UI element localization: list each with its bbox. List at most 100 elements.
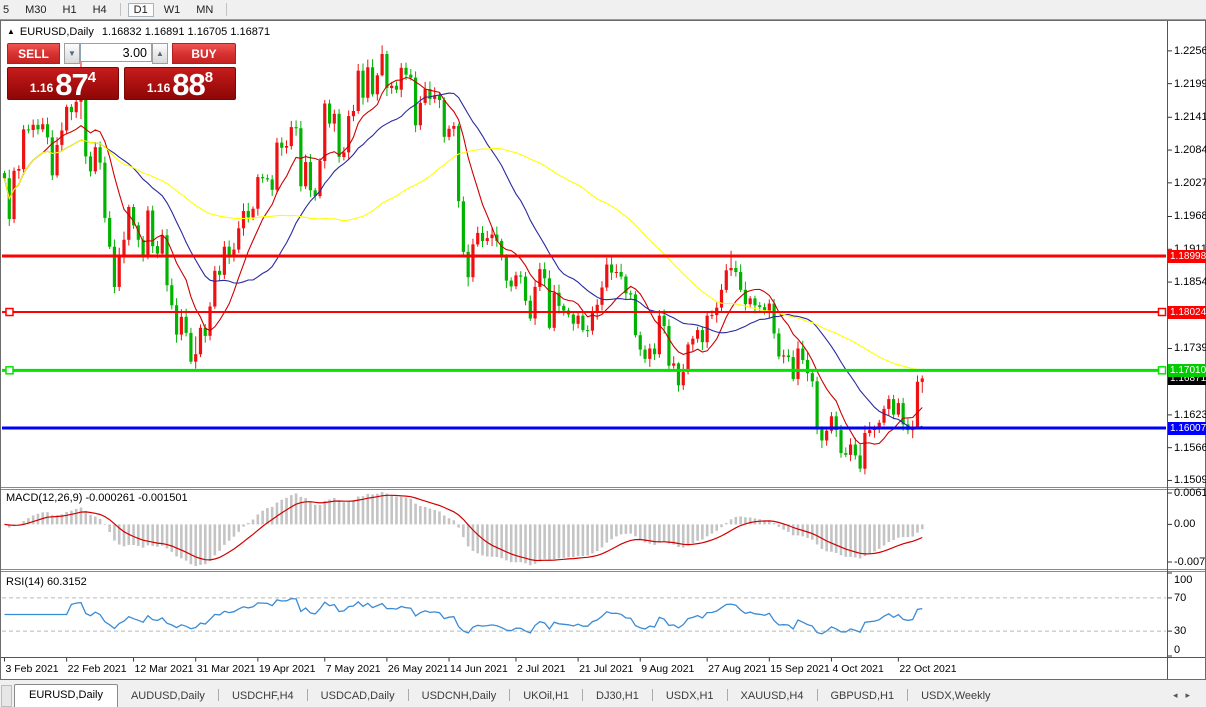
price-axis-label: 1.16235 [1174,408,1206,421]
tab-ukoil-h1[interactable]: UKOil,H1 [523,690,570,702]
timeframe-button-h4[interactable]: H4 [92,3,107,16]
timeframe-toolbar: 5 M30 H1 H4 D1 W1 MN [0,0,1206,20]
timeframe-button-w1[interactable]: W1 [163,3,181,16]
date-axis-label: 7 May 2021 [325,663,381,675]
tab-xauusd-h4[interactable]: XAUUSD,H4 [740,690,804,702]
chevron-down-icon: ▼ [68,49,76,58]
rsi-axis-label: 100 [1174,574,1193,586]
volume-increase-button[interactable]: ▲ [152,43,168,64]
hline-handle[interactable] [5,366,14,375]
sell-price-pips: 87 [55,67,88,102]
date-axis-label: 22 Feb 2021 [67,663,127,675]
date-axis-label: 2 Jul 2021 [516,663,566,675]
chevron-up-icon: ▲ [156,49,164,58]
tab-audusd-daily[interactable]: AUDUSD,Daily [130,690,205,702]
chart-tabs: EURUSD,Daily AUDUSD,Daily USDCHF,H4 USDCAD,… [14,681,1004,707]
tab-usdcad-daily[interactable]: USDCAD,Daily [320,690,395,702]
buy-price-big-figure: 1.16 [146,81,171,95]
price-axis-label: 1.20270 [1174,176,1206,189]
date-axis-label: 27 Aug 2021 [708,663,768,675]
hline-handle[interactable] [1157,307,1167,317]
candlesticks [2,45,924,475]
tabbar-splitter[interactable] [1,685,12,707]
sell-button[interactable]: SELL [7,43,60,64]
timeframe-button-mn[interactable]: MN [196,3,214,16]
tab-separator [816,689,818,701]
volume-decrease-button[interactable]: ▼ [64,43,80,64]
tab-separator [509,689,511,701]
date-axis-label: 4 Oct 2021 [832,663,884,675]
price-line-label-green: 1.17010 [1168,363,1206,377]
hline-handle[interactable] [1157,366,1167,375]
macd-axis-label: 0.00 [1174,518,1196,531]
date-axis-label: 22 Oct 2021 [899,663,957,675]
buy-button[interactable]: BUY [172,43,236,64]
macd-histogram [7,492,924,566]
buy-price-pips: 88 [172,67,205,102]
tab-separator [907,689,909,701]
timeframe-button-m30[interactable]: M30 [25,3,47,16]
timeframe-button-5[interactable]: 5 [3,3,10,16]
tab-separator [306,689,308,701]
price-axis-label: 1.21410 [1174,111,1206,124]
price-axis-label: 1.18545 [1174,276,1206,289]
tab-separator [726,689,728,701]
tab-eurusd-daily[interactable]: EURUSD,Daily [14,684,118,707]
trade-prices-row: 1.16 87 4 1.16 88 8 [7,67,239,100]
sell-price-big-figure: 1.16 [29,81,54,95]
date-axis-label: 19 Apr 2021 [258,663,316,675]
chart-title: ▲ EURUSD,Daily 1.16832 1.16891 1.16705 1.1… [7,26,270,38]
tab-usdcnh-daily[interactable]: USDCNH,Daily [421,690,497,702]
rsi-axis-label: 0 [1174,644,1181,656]
price-axis-label: 1.17390 [1174,342,1206,355]
price-axis-label: 1.15095 [1174,474,1206,487]
sell-price-point: 4 [87,69,97,86]
collapse-chart-icon[interactable]: ▲ [7,27,15,36]
tab-separator [217,689,219,701]
chart-tab-bar: EURUSD,Daily AUDUSD,Daily USDCHF,H4 USDCAD,… [0,681,1206,707]
date-axis-label: 3 Feb 2021 [5,663,59,675]
rsi-line [4,597,923,635]
rsi-axis-label: 30 [1174,625,1187,638]
date-axis-label: 14 Jun 2021 [450,663,508,675]
toolbar-separator [119,3,121,16]
buy-price-panel[interactable]: 1.16 88 8 [124,67,236,100]
date-axis-label: 26 May 2021 [387,663,449,675]
price-line-label-red: 1.18998 [1168,249,1206,263]
price-axis-label: 1.22565 [1174,44,1206,57]
timeframe-button-d1[interactable]: D1 [127,2,154,17]
rsi-axis-label: 70 [1174,591,1187,604]
price-axis-label: 1.20840 [1174,144,1206,157]
tab-usdchf-h4[interactable]: USDCHF,H4 [231,690,294,702]
sell-price-panel[interactable]: 1.16 87 4 [7,67,119,100]
date-axis-label: 15 Sep 2021 [770,663,830,675]
price-line-label-blue: 1.16007 [1168,421,1206,435]
tab-usdx-h1[interactable]: USDX,H1 [665,690,714,702]
price-axis-label: 1.19685 [1174,210,1206,223]
macd-signal-line [4,494,923,562]
trade-controls-row: SELL ▼ ▲ BUY [7,43,239,64]
toolbar-separator [226,3,228,16]
tab-dj30-h1[interactable]: DJ30,H1 [596,690,639,702]
tab-usdx-weekly[interactable]: USDX,Weekly [921,690,991,702]
ma-fast-line [3,76,923,445]
tabs-scroll-right-icon[interactable]: ▸ [1185,690,1198,700]
macd-indicator-label: MACD(12,26,9) -0.000261 -0.001501 [6,492,188,504]
price-axis-label: 1.21995 [1174,77,1206,90]
price-line-label-red: 1.18024 [1168,305,1206,319]
macd-axis-label: -0.00762 [1174,556,1206,568]
chart-symbol-label: EURUSD,Daily [19,26,94,38]
rsi-indicator-label: RSI(14) 60.3152 [6,576,87,588]
timeframe-button-h1[interactable]: H1 [62,3,77,16]
volume-input[interactable] [80,43,152,62]
date-axis-label: 31 Mar 2021 [196,663,256,675]
price-axis-label: 1.15665 [1174,441,1206,454]
buy-price-point: 8 [204,69,214,86]
tab-gbpusd-h1[interactable]: GBPUSD,H1 [830,690,895,702]
date-axis-label: 12 Mar 2021 [134,663,194,675]
date-axis-label: 21 Jul 2021 [579,663,634,675]
tabs-scroll-left-icon[interactable]: ◂ [1172,690,1186,700]
hline-handle[interactable] [5,307,14,317]
